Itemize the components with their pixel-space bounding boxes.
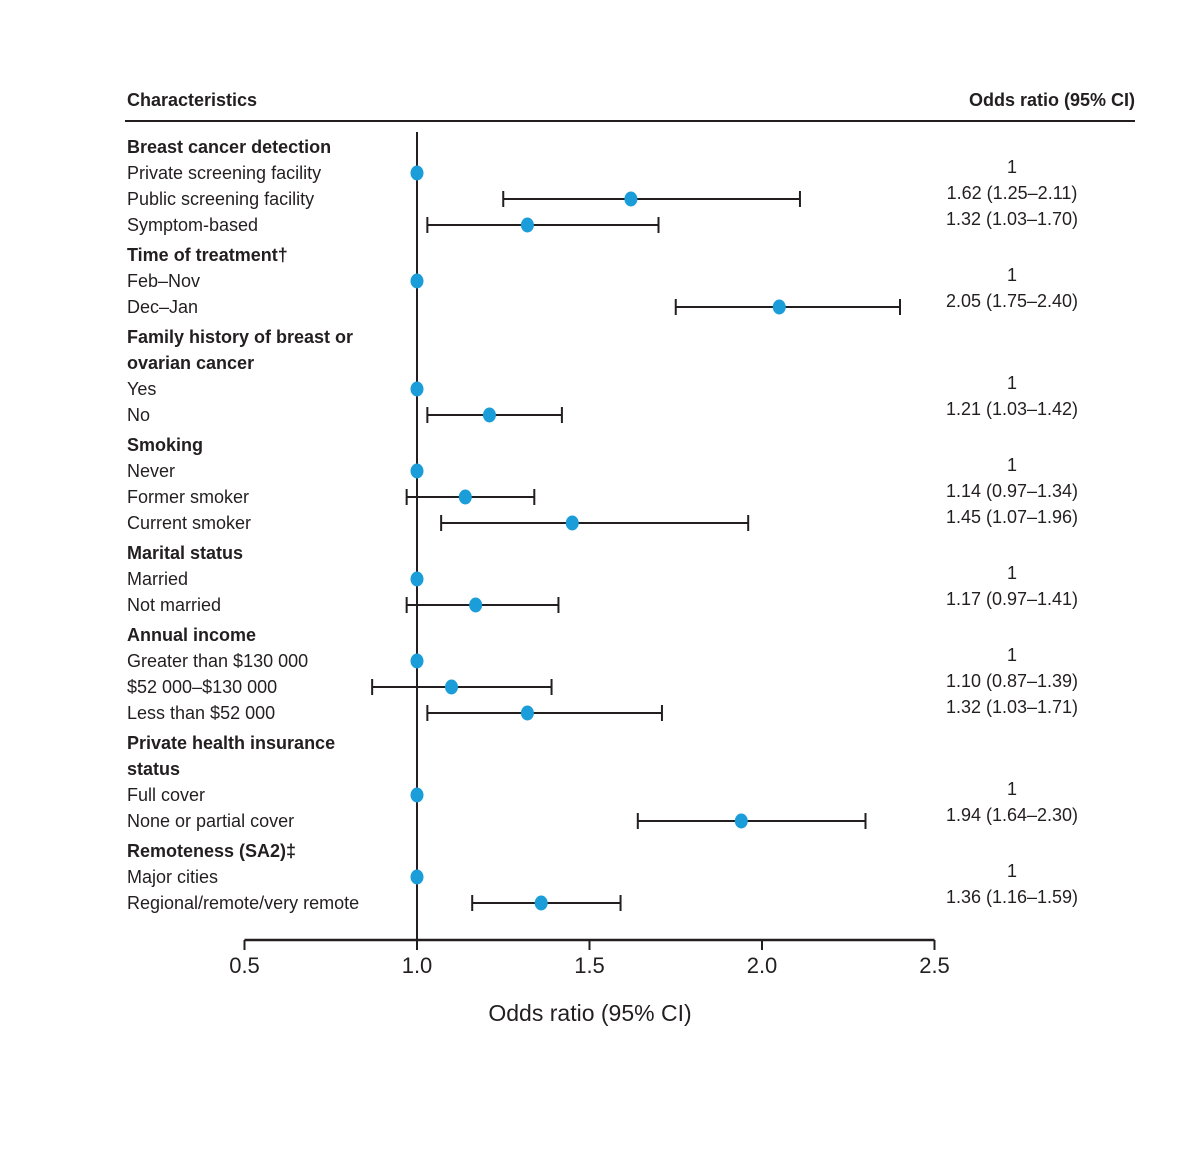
odds-ratio-value: 1 [1006, 563, 1017, 583]
x-axis-tick-label: 2.5 [919, 953, 950, 978]
odds-ratio-value: 1 [1006, 373, 1017, 393]
or-marker [410, 653, 424, 669]
or-marker [565, 515, 579, 531]
row-label: Current smoker [127, 513, 252, 533]
or-marker [410, 571, 424, 587]
row-label: Full cover [127, 785, 206, 805]
row-label: Public screening facility [127, 189, 315, 209]
or-marker [458, 489, 472, 505]
characteristics-column-header: Characteristics [127, 90, 258, 110]
row-label: Private screening facility [127, 163, 322, 183]
section-label: Smoking [127, 435, 204, 455]
odds-ratio-value: 1.32 (1.03–1.71) [945, 697, 1079, 717]
section-label: ovarian cancer [127, 353, 255, 373]
row-label: Feb–Nov [127, 271, 201, 291]
row-label: Never [127, 461, 176, 481]
or-marker [734, 813, 748, 829]
or-marker [469, 597, 483, 613]
odds-ratio-value: 1 [1006, 645, 1017, 665]
odds-ratio-value: 1 [1006, 265, 1017, 285]
row-label: Greater than $130 000 [127, 651, 309, 671]
or-marker [410, 463, 424, 479]
or-marker [534, 895, 548, 911]
or-marker [410, 869, 424, 885]
odds-ratio-value: 2.05 (1.75–2.40) [945, 291, 1079, 311]
section-label: Time of treatment† [127, 245, 288, 265]
odds-ratio-value: 1.45 (1.07–1.96) [945, 507, 1079, 527]
x-axis-tick-label: 1.5 [574, 953, 605, 978]
odds-ratio-value: 1.62 (1.25–2.11) [946, 183, 1078, 203]
x-axis-tick-label: 0.5 [229, 953, 260, 978]
section-label: Private health insurance [127, 733, 336, 753]
row-label: Dec–Jan [127, 297, 199, 317]
row-label: None or partial cover [127, 811, 295, 831]
section-label: Remoteness (SA2)‡ [127, 841, 297, 861]
section-label: Breast cancer detection [127, 137, 332, 157]
or-marker [410, 273, 424, 289]
odds-ratio-value: 1 [1006, 455, 1017, 475]
or-marker [410, 787, 424, 803]
odds-ratio-column-header: Odds ratio (95% CI) [968, 90, 1135, 110]
row-label: Married [127, 569, 189, 589]
or-marker [520, 705, 534, 721]
odds-ratio-value: 1.94 (1.64–2.30) [945, 805, 1079, 825]
section-label: Marital status [127, 543, 244, 563]
section-label: Annual income [127, 625, 257, 645]
odds-ratio-value: 1.36 (1.16–1.59) [945, 887, 1079, 907]
row-label: Former smoker [127, 487, 250, 507]
row-label: Regional/remote/very remote [127, 893, 360, 913]
odds-ratio-value: 1 [1006, 157, 1017, 177]
or-marker [482, 407, 496, 423]
row-label: $52 000–$130 000 [127, 677, 278, 697]
or-marker [772, 299, 786, 315]
odds-ratio-value: 1.17 (0.97–1.41) [945, 589, 1079, 609]
odds-ratio-value: 1.32 (1.03–1.70) [945, 209, 1079, 229]
row-label: Yes [127, 379, 157, 399]
or-marker [410, 381, 424, 397]
row-label: No [127, 405, 151, 425]
row-label: Less than $52 000 [127, 703, 276, 723]
section-label: status [127, 759, 181, 779]
or-marker [410, 165, 424, 181]
odds-ratio-value: 1.21 (1.03–1.42) [945, 399, 1079, 419]
row-label: Not married [127, 595, 222, 615]
x-axis-tick-label: 1.0 [401, 953, 433, 978]
row-label: Major cities [127, 867, 219, 887]
or-marker [445, 679, 458, 695]
row-label: Symptom-based [127, 215, 259, 235]
or-marker [624, 191, 638, 207]
section-label: Family history of breast or [127, 327, 354, 347]
odds-ratio-value: 1 [1006, 779, 1017, 799]
x-axis-tick-label: 2.0 [746, 953, 778, 978]
x-axis-title: Odds ratio (95% CI) [488, 1000, 692, 1026]
header-rule [125, 120, 1135, 122]
odds-ratio-value: 1.10 (0.87–1.39) [945, 671, 1079, 691]
odds-ratio-value: 1.14 (0.97–1.34) [945, 481, 1079, 501]
or-marker [520, 217, 534, 233]
odds-ratio-value: 1 [1006, 861, 1017, 881]
